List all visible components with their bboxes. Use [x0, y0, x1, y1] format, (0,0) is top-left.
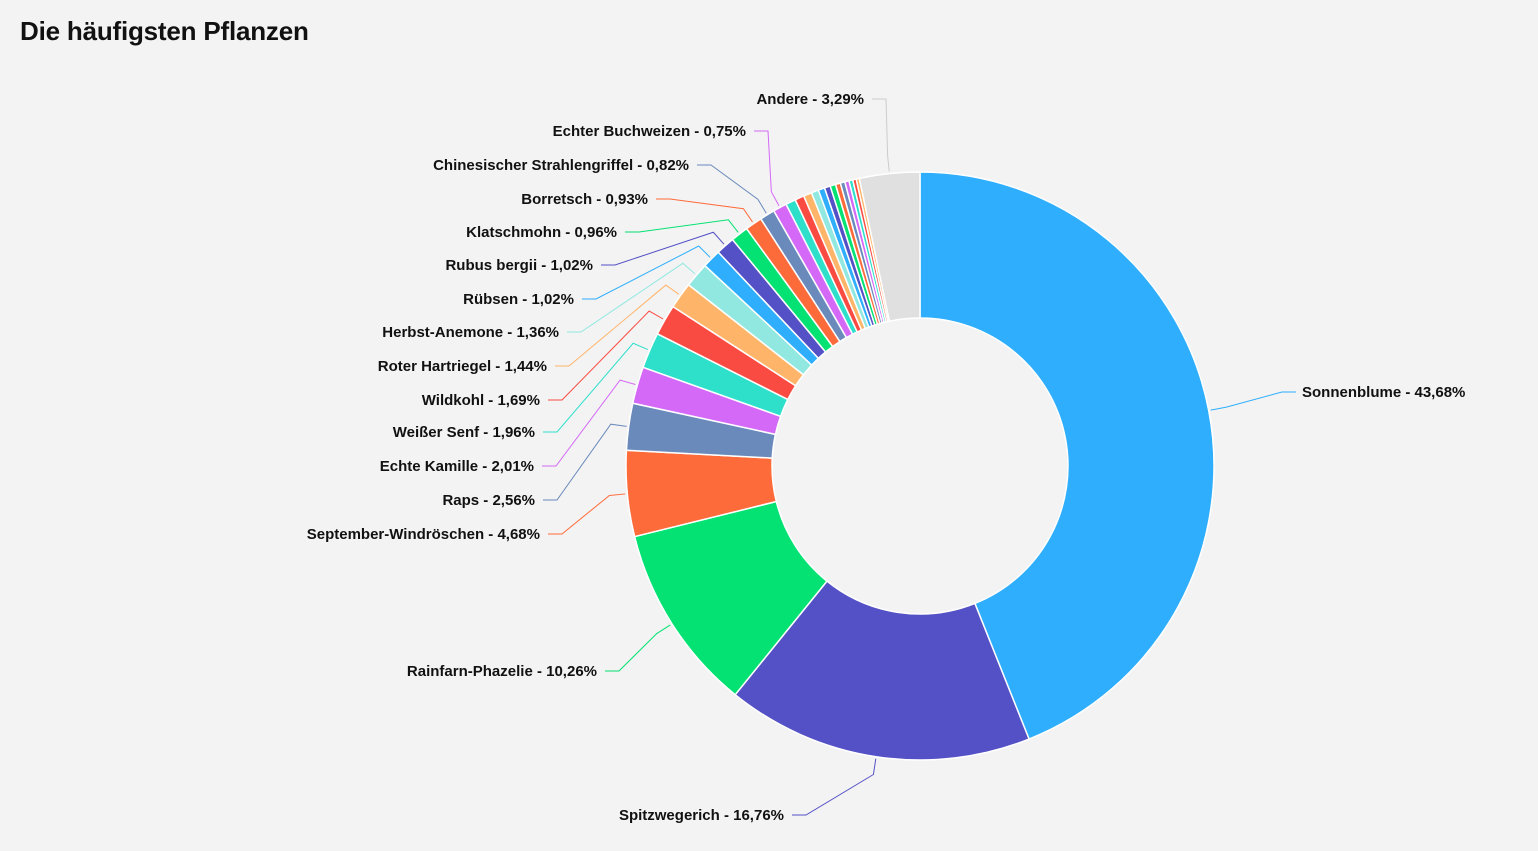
- slice-label-29: Andere - 3,29%: [756, 91, 864, 108]
- slice-label-6: Weißer Senf - 1,96%: [393, 424, 535, 441]
- connector-11: [601, 231, 725, 266]
- slice-label-13: Borretsch - 0,93%: [521, 191, 648, 208]
- slice-29[interactable]: [858, 171, 921, 322]
- slice-label-7: Wildkohl - 1,69%: [422, 392, 540, 409]
- connector-5: [542, 379, 636, 467]
- slice-label-2: Rainfarn-Phazelie - 10,26%: [407, 663, 597, 680]
- connector-0: [1210, 391, 1296, 411]
- label-connectors: [542, 98, 1296, 816]
- connector-4: [543, 423, 627, 501]
- connector-3: [548, 493, 626, 535]
- connector-12: [625, 219, 739, 233]
- connector-15: [754, 130, 780, 206]
- connector-6: [543, 342, 649, 433]
- slice-label-1: Spitzwegerich - 16,76%: [619, 807, 784, 824]
- connector-8: [555, 284, 680, 367]
- slice-label-4: Raps - 2,56%: [442, 492, 535, 509]
- slice-label-3: September-Windröschen - 4,68%: [307, 526, 540, 543]
- slice-label-9: Herbst-Anemone - 1,36%: [382, 324, 559, 341]
- slice-label-15: Echter Buchweizen - 0,75%: [553, 123, 746, 140]
- slice-label-11: Rubus bergii - 1,02%: [445, 257, 593, 274]
- connector-1: [792, 758, 877, 816]
- slice-label-0: Sonnenblume - 43,68%: [1302, 384, 1465, 401]
- connector-2: [605, 624, 671, 672]
- slice-label-5: Echte Kamille - 2,01%: [380, 458, 534, 475]
- page-title: Die häufigsten Pflanzen: [20, 16, 309, 46]
- connector-10: [582, 245, 711, 300]
- connector-29: [872, 98, 890, 172]
- slice-1[interactable]: [734, 580, 1030, 761]
- connector-9: [567, 262, 696, 333]
- connector-13: [656, 198, 753, 223]
- slice-label-10: Rübsen - 1,02%: [463, 291, 574, 308]
- chart-slices: [625, 171, 1215, 761]
- connector-7: [548, 310, 664, 401]
- slice-0[interactable]: [919, 171, 1215, 740]
- connector-14: [697, 164, 767, 214]
- slice-label-12: Klatschmohn - 0,96%: [466, 224, 617, 241]
- slice-label-14: Chinesischer Strahlengriffel - 0,82%: [433, 157, 689, 174]
- slice-labels: Sonnenblume - 43,68% Spitzwegerich - 16,7…: [307, 91, 1466, 824]
- slice-label-8: Roter Hartriegel - 1,44%: [378, 358, 547, 375]
